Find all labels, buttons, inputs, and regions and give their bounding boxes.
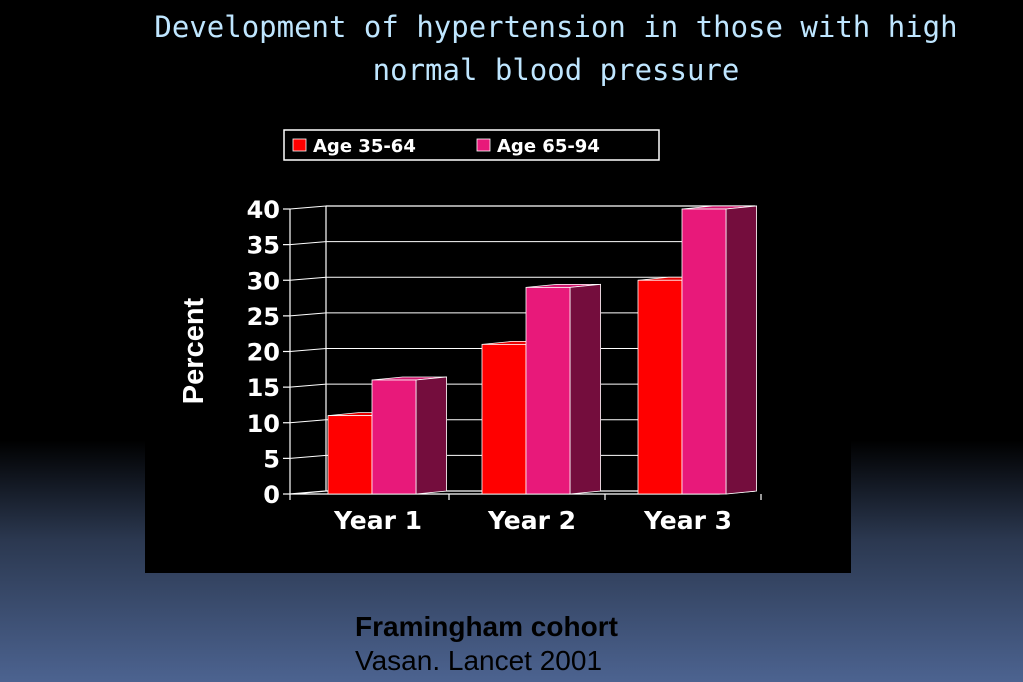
y-tick-label: 15 bbox=[247, 374, 280, 402]
bars bbox=[327, 205, 757, 495]
gridline-side bbox=[289, 383, 327, 388]
legend-label: Age 65-94 bbox=[497, 136, 600, 157]
slide-title: Development of hypertension in those wit… bbox=[154, 10, 958, 87]
bar-chart: 0 5 10 15 20 25 30 35 40 Year 1 Year 2 Year 3 Age … bbox=[178, 129, 762, 535]
bar-side bbox=[415, 376, 448, 495]
y-tick-label: 40 bbox=[247, 196, 280, 224]
bar-side bbox=[725, 205, 757, 495]
bar-front bbox=[637, 279, 683, 495]
gridline-side bbox=[289, 312, 327, 317]
source-cohort: Framingham cohort bbox=[355, 611, 618, 642]
legend-swatch bbox=[292, 138, 307, 152]
bar-front bbox=[327, 415, 373, 495]
bar bbox=[681, 205, 757, 495]
legend: Age 35-64 Age 65-94 bbox=[283, 129, 660, 161]
x-category-label: Year 2 bbox=[487, 506, 576, 535]
bar bbox=[525, 283, 602, 495]
legend-box bbox=[283, 129, 660, 161]
legend-label: Age 35-64 bbox=[313, 136, 416, 157]
source-citation: Vasan. Lancet 2001 bbox=[355, 645, 603, 676]
y-tick-label: 30 bbox=[247, 267, 280, 295]
bar-front bbox=[681, 208, 727, 495]
y-tick-label: 20 bbox=[247, 339, 280, 367]
chart-panel: 0 5 10 15 20 25 30 35 40 Year 1 Year 2 Year 3 Age … bbox=[145, 120, 851, 573]
legend-swatch bbox=[476, 138, 491, 152]
bar-front bbox=[481, 343, 527, 495]
gridline-side bbox=[289, 276, 327, 281]
y-tick-label: 35 bbox=[247, 232, 280, 260]
x-category-labels: Year 1 Year 2 Year 3 bbox=[333, 506, 732, 535]
y-axis-label: Percent bbox=[178, 297, 210, 404]
x-category-label: Year 1 bbox=[333, 506, 422, 535]
bar-front bbox=[525, 286, 571, 495]
gridline-side bbox=[289, 205, 327, 210]
bar-front bbox=[371, 379, 417, 495]
y-tick-labels: 0 5 10 15 20 25 30 35 40 bbox=[247, 196, 280, 509]
gridline-side bbox=[289, 241, 327, 246]
bar-side bbox=[569, 283, 602, 495]
gridline-side bbox=[289, 419, 327, 424]
bar bbox=[371, 376, 448, 495]
gridline-side bbox=[289, 348, 327, 352]
gridline-side bbox=[289, 454, 327, 459]
y-tick-label: 5 bbox=[263, 445, 280, 473]
source-block: Framingham cohort Vasan. Lancet 2001 bbox=[355, 610, 618, 678]
y-tick-label: 10 bbox=[247, 410, 280, 438]
y-tick-label: 25 bbox=[247, 303, 280, 331]
x-category-label: Year 3 bbox=[643, 506, 732, 535]
y-tick-label: 0 bbox=[263, 481, 280, 509]
